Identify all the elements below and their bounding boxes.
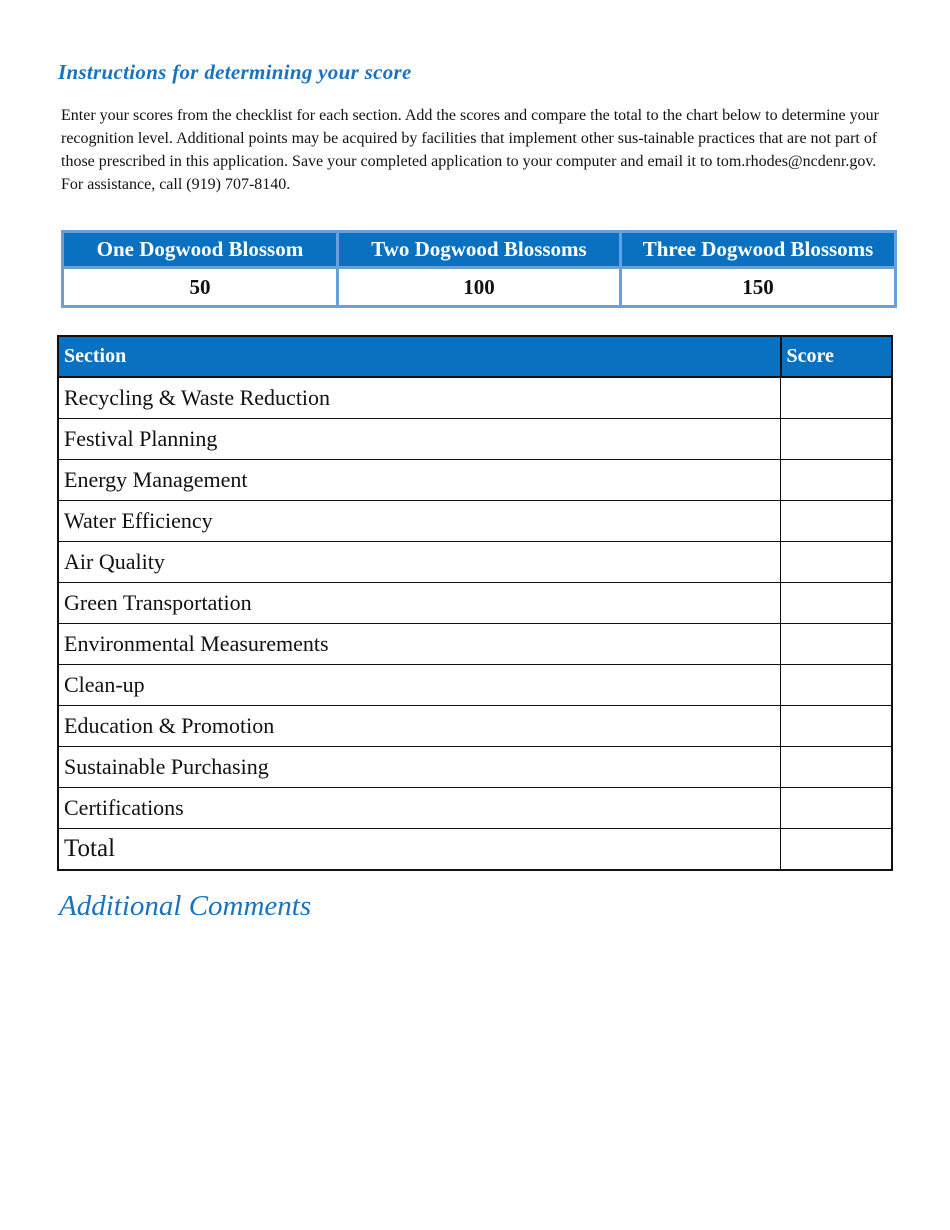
table-row: Environmental Measurements	[57, 623, 893, 665]
table-row: Green Transportation	[57, 582, 893, 624]
score-field[interactable]	[780, 376, 893, 419]
score-table: Section Score Recycling & Waste Reductio…	[57, 335, 893, 871]
table-row: Recycling & Waste Reduction	[57, 376, 893, 419]
total-label: Total	[57, 828, 781, 871]
level-value-one: 50	[61, 266, 339, 308]
section-name: Recycling & Waste Reduction	[57, 376, 781, 419]
section-name: Air Quality	[57, 541, 781, 583]
section-name: Green Transportation	[57, 582, 781, 624]
section-name: Sustainable Purchasing	[57, 746, 781, 788]
section-name: Festival Planning	[57, 418, 781, 460]
table-row: Air Quality	[57, 541, 893, 583]
table-row: Festival Planning	[57, 418, 893, 460]
instructions-title: Instructions for determining your score	[58, 60, 412, 84]
section-name: Water Efficiency	[57, 500, 781, 542]
section-name: Environmental Measurements	[57, 623, 781, 665]
score-field[interactable]	[780, 664, 893, 706]
section-header: Section	[57, 335, 782, 378]
table-row: Education & Promotion	[57, 705, 893, 747]
total-row: Total	[57, 828, 893, 871]
score-field[interactable]	[780, 418, 893, 460]
score-field[interactable]	[780, 705, 893, 747]
score-header: Score	[779, 335, 893, 378]
table-row: Water Efficiency	[57, 500, 893, 542]
table-row: Sustainable Purchasing	[57, 746, 893, 788]
level-value-two: 100	[335, 266, 623, 308]
section-name: Education & Promotion	[57, 705, 781, 747]
score-field[interactable]	[780, 500, 893, 542]
section-name: Energy Management	[57, 459, 781, 501]
score-field[interactable]	[780, 746, 893, 788]
level-header-three: Three Dogwood Blossoms	[619, 230, 897, 269]
level-header-two: Two Dogwood Blossoms	[335, 230, 623, 269]
score-field[interactable]	[780, 582, 893, 624]
table-row: Certifications	[57, 787, 893, 829]
score-field[interactable]	[780, 787, 893, 829]
level-value-three: 150	[619, 266, 897, 308]
recognition-levels-table: One Dogwood Blossom Two Dogwood Blossoms…	[61, 230, 897, 308]
level-header-one: One Dogwood Blossom	[61, 230, 339, 269]
total-score-field[interactable]	[780, 828, 893, 871]
section-name: Clean-up	[57, 664, 781, 706]
score-field[interactable]	[780, 459, 893, 501]
section-name: Certifications	[57, 787, 781, 829]
table-row: Clean-up	[57, 664, 893, 706]
score-field[interactable]	[780, 541, 893, 583]
table-row: Energy Management	[57, 459, 893, 501]
additional-comments-title: Additional Comments	[59, 890, 312, 922]
score-field[interactable]	[780, 623, 893, 665]
instructions-text: Enter your scores from the checklist for…	[61, 107, 879, 193]
